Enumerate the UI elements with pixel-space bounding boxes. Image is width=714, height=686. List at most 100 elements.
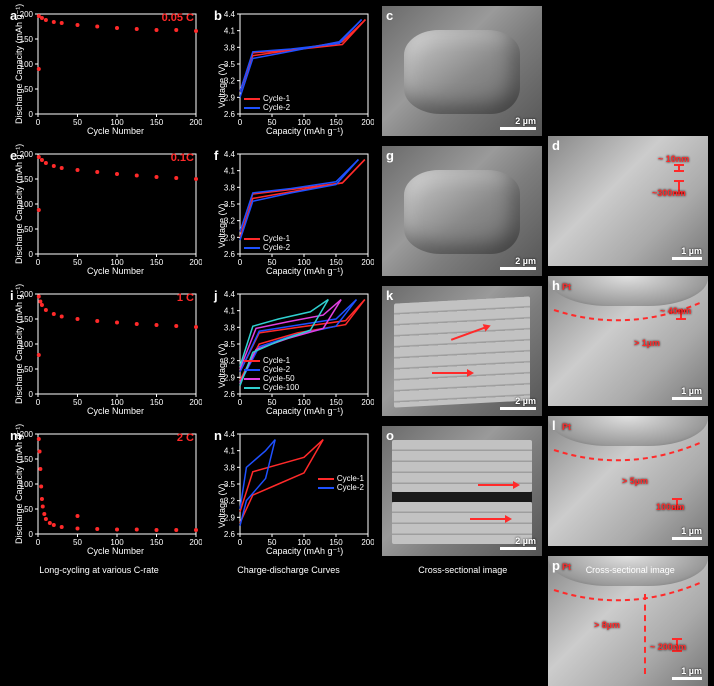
legend-swatch <box>244 247 260 249</box>
figure-row: m050100150200050100150200Discharge Capac… <box>0 426 714 556</box>
cycle-panel: e050100150200050100150200Discharge Capac… <box>6 146 202 276</box>
rate-badge: 1 C <box>177 292 194 304</box>
svg-text:200: 200 <box>361 398 374 407</box>
svg-text:150: 150 <box>150 118 164 127</box>
legend-swatch <box>318 478 334 480</box>
legend-item: Cycle-2 <box>244 103 290 112</box>
svg-text:0: 0 <box>36 398 41 407</box>
voltage-panel: f0501001502002.62.93.23.53.84.14.4Voltag… <box>210 146 374 276</box>
cycle-panel: m050100150200050100150200Discharge Capac… <box>6 426 202 556</box>
svg-text:4.4: 4.4 <box>224 290 236 299</box>
figure-row: a050100150200050100150200Discharge Capac… <box>0 6 714 136</box>
sem-particle <box>404 170 520 254</box>
rate-badge: 2 C <box>177 432 194 444</box>
svg-text:200: 200 <box>189 538 202 547</box>
voltage-panel: n0501001502002.62.93.23.53.84.14.4Voltag… <box>210 426 374 556</box>
legend-swatch <box>244 378 260 380</box>
legend-item: Cycle-1 <box>244 356 299 365</box>
legend-swatch <box>318 487 334 489</box>
svg-text:50: 50 <box>24 365 33 374</box>
legend-item: Cycle-1 <box>318 474 364 483</box>
legend-label: Cycle-2 <box>263 103 290 112</box>
panel-label: a <box>10 8 17 23</box>
legend-swatch <box>244 360 260 362</box>
dashed-vline <box>644 594 646 674</box>
svg-text:4.1: 4.1 <box>224 307 236 316</box>
sem-slab <box>394 296 530 407</box>
sem-panel: c 2 µm <box>382 6 542 136</box>
svg-text:150: 150 <box>150 258 164 267</box>
xlabel: Capacity (mAh g⁻¹) <box>266 406 343 417</box>
ylabel: Voltage (V) <box>217 483 227 528</box>
legend-label: Cycle-1 <box>337 474 364 483</box>
scalebar: 2 µm <box>500 116 536 130</box>
legend-item: Cycle-100 <box>244 383 299 392</box>
scalebar-text: 1 µm <box>681 666 702 676</box>
legend-item: Cycle-50 <box>244 374 299 383</box>
column-caption: Long-cycling at various C-rate <box>39 565 159 575</box>
scalebar-bar <box>500 407 536 410</box>
xlabel: Cycle Number <box>87 266 144 276</box>
panel-label: m <box>10 428 22 443</box>
panel-label: b <box>214 8 222 23</box>
legend-label: Cycle-2 <box>263 243 290 252</box>
rate-badge: 0.05 C <box>162 12 194 24</box>
svg-text:3.8: 3.8 <box>224 323 236 332</box>
cycle-chart-svg: 050100150200050100150200 <box>6 146 202 276</box>
scalebar: 1 µm <box>672 666 702 680</box>
sem-panel: k2 µm <box>382 286 542 416</box>
svg-text:4.1: 4.1 <box>224 167 236 176</box>
svg-text:50: 50 <box>24 85 33 94</box>
panel-label: c <box>386 8 393 23</box>
svg-text:150: 150 <box>150 538 164 547</box>
svg-text:4.1: 4.1 <box>224 447 236 456</box>
svg-text:2.6: 2.6 <box>224 250 236 259</box>
svg-text:50: 50 <box>73 118 82 127</box>
xlabel: Cycle Number <box>87 546 144 556</box>
legend-item: Cycle-2 <box>318 483 364 492</box>
column-caption: Charge-discharge Curves <box>237 565 340 575</box>
scalebar-text: 2 µm <box>515 396 536 406</box>
sem-panel: o2 µm <box>382 426 542 556</box>
legend-swatch <box>244 107 260 109</box>
sem-panel: g2 µm <box>382 146 542 276</box>
tem-annotation: > 8µm <box>594 620 620 630</box>
sem-arrow <box>470 518 510 520</box>
scalebar-text: 2 µm <box>515 536 536 546</box>
legend-item: Cycle-1 <box>244 94 290 103</box>
cycle-panel: a050100150200050100150200Discharge Capac… <box>6 6 202 136</box>
svg-text:4.4: 4.4 <box>224 430 236 439</box>
scalebar: 2 µm <box>500 536 536 550</box>
svg-text:0: 0 <box>36 538 41 547</box>
legend-swatch <box>244 238 260 240</box>
legend-label: Cycle-2 <box>263 365 290 374</box>
svg-text:150: 150 <box>150 398 164 407</box>
svg-text:4.4: 4.4 <box>224 150 236 159</box>
sem-crack <box>392 492 532 502</box>
cycle-chart-svg: 050100150200050100150200 <box>6 426 202 556</box>
svg-text:50: 50 <box>73 538 82 547</box>
svg-text:0: 0 <box>36 258 41 267</box>
column-captions: Long-cycling at various C-rate Charge-dis… <box>0 561 714 579</box>
svg-text:200: 200 <box>189 118 202 127</box>
legend: Cycle-1Cycle-2Cycle-50Cycle-100 <box>244 356 299 392</box>
voltage-chart-svg: 0501001502002.62.93.23.53.84.14.4 <box>210 6 374 136</box>
legend-label: Cycle-100 <box>263 383 299 392</box>
scalebar: 2 µm <box>500 256 536 270</box>
svg-text:3.8: 3.8 <box>224 183 236 192</box>
svg-text:0: 0 <box>29 250 34 259</box>
svg-text:2.6: 2.6 <box>224 390 236 399</box>
legend-label: Cycle-1 <box>263 234 290 243</box>
cycle-chart-svg: 050100150200050100150200 <box>6 286 202 416</box>
scalebar-bar <box>672 677 702 680</box>
scalebar-bar <box>500 267 536 270</box>
svg-text:200: 200 <box>189 398 202 407</box>
scalebar: 2 µm <box>500 396 536 410</box>
panel-label: n <box>214 428 222 443</box>
svg-text:2.6: 2.6 <box>224 530 236 539</box>
column-caption: Cross-sectional image <box>418 565 507 575</box>
cycle-panel: i050100150200050100150200Discharge Capac… <box>6 286 202 416</box>
svg-text:0: 0 <box>29 530 34 539</box>
panel-label: i <box>10 288 14 303</box>
voltage-chart-svg: 0501001502002.62.93.23.53.84.14.4 <box>210 286 374 416</box>
